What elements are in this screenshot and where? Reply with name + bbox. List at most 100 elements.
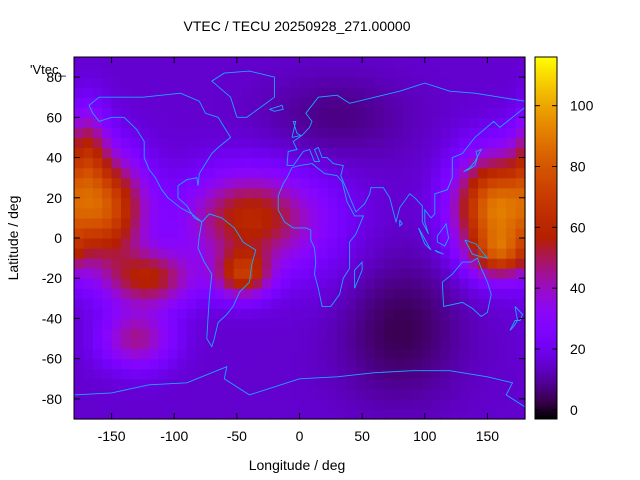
heatmap-cell [459, 107, 470, 118]
heatmap-cell [186, 107, 197, 118]
heatmap-cell [506, 408, 517, 420]
heatmap-cell [167, 388, 178, 400]
heatmap-cell [440, 378, 451, 390]
heatmap-cell [449, 368, 460, 380]
heatmap-cell [449, 378, 460, 390]
heatmap-cell [412, 177, 423, 189]
heatmap-cell [393, 388, 404, 400]
heatmap-cell [459, 328, 470, 340]
heatmap-cell [384, 268, 395, 279]
heatmap-cell [261, 298, 272, 309]
heatmap-cell [83, 107, 94, 118]
heatmap-cell [468, 278, 479, 289]
heatmap-cell [355, 137, 366, 149]
coastline-path [441, 257, 492, 317]
heatmap-cell [337, 207, 348, 219]
heatmap-cell [478, 298, 489, 309]
heatmap-cell [280, 388, 291, 400]
coastline-path [269, 104, 284, 112]
heatmap-cell [459, 318, 470, 330]
heatmap-cell [346, 308, 357, 320]
heatmap-cell [205, 238, 216, 249]
heatmap-cell [487, 358, 498, 370]
heatmap-cell [355, 278, 366, 289]
heatmap-cell [506, 107, 517, 118]
heatmap-cell [186, 127, 197, 139]
heatmap-cell [440, 368, 451, 380]
heatmap-cell [139, 268, 150, 279]
heatmap-cell [214, 127, 225, 139]
heatmap-cell [111, 197, 122, 209]
heatmap-cell [130, 87, 141, 98]
heatmap-cell [478, 207, 489, 219]
heatmap-cell [431, 157, 442, 169]
heatmap-cell [290, 107, 301, 118]
heatmap-cell [120, 328, 131, 340]
heatmap-cell [74, 398, 84, 410]
heatmap-cell [261, 318, 272, 330]
heatmap-cell [299, 117, 310, 128]
heatmap-cell [120, 298, 131, 309]
heatmap-cell [487, 258, 498, 269]
heatmap-cell [327, 137, 338, 149]
heatmap-cell [252, 157, 263, 169]
heatmap-cell [252, 137, 263, 149]
heatmap-cell [158, 67, 169, 78]
heatmap-cell [299, 368, 310, 380]
heatmap-cell [158, 388, 169, 400]
heatmap-cell [261, 167, 272, 179]
heatmap-cell [196, 398, 207, 410]
heatmap-cell [120, 57, 131, 68]
heatmap-cell [318, 227, 329, 239]
heatmap-cell [308, 107, 319, 118]
heatmap-cell [74, 238, 84, 249]
heatmap-cell [487, 187, 498, 199]
heatmap-cell [196, 157, 207, 169]
heatmap-cell [102, 338, 113, 350]
heatmap-cell [506, 147, 517, 159]
heatmap-cell [365, 348, 376, 360]
heatmap-cell [318, 157, 329, 169]
heatmap-cell [327, 308, 338, 320]
heatmap-cell [196, 278, 207, 289]
heatmap-cell [515, 57, 526, 68]
heatmap-cell [384, 288, 395, 299]
heatmap-cell [177, 378, 188, 390]
heatmap-cell [318, 147, 329, 159]
heatmap-cell [299, 77, 310, 88]
heatmap-cell [506, 177, 517, 189]
heatmap-cell [393, 147, 404, 159]
heatmap-cell [337, 77, 348, 88]
heatmap-cell [468, 207, 479, 219]
heatmap-cell [421, 398, 432, 410]
x-axis-label: Longitude / deg [249, 457, 346, 473]
heatmap-cell [346, 137, 357, 149]
heatmap-cell [478, 388, 489, 400]
heatmap-cell [290, 238, 301, 249]
heatmap-cell [468, 288, 479, 299]
heatmap-cell [374, 408, 385, 420]
heatmap-cell [449, 87, 460, 98]
heatmap-cell [233, 318, 244, 330]
heatmap-cell [327, 207, 338, 219]
heatmap-cell [252, 77, 263, 88]
heatmap-cell [214, 238, 225, 249]
heatmap-cell [214, 398, 225, 410]
heatmap-cell [327, 348, 338, 360]
heatmap-cell [506, 217, 517, 229]
heatmap-cell [327, 107, 338, 118]
heatmap-cell [271, 107, 282, 118]
heatmap-cell [74, 157, 84, 169]
heatmap-cell [130, 308, 141, 320]
heatmap-cell [515, 157, 526, 169]
heatmap-cell [402, 197, 413, 209]
heatmap-cell [421, 298, 432, 309]
heatmap-cell [271, 57, 282, 68]
heatmap-cell [346, 278, 357, 289]
heatmap-cell [421, 378, 432, 390]
heatmap-cell [158, 137, 169, 149]
heatmap-cell [130, 187, 141, 199]
heatmap-cell [487, 298, 498, 309]
heatmap-cell [290, 187, 301, 199]
x-tick-label: -100 [160, 428, 188, 444]
